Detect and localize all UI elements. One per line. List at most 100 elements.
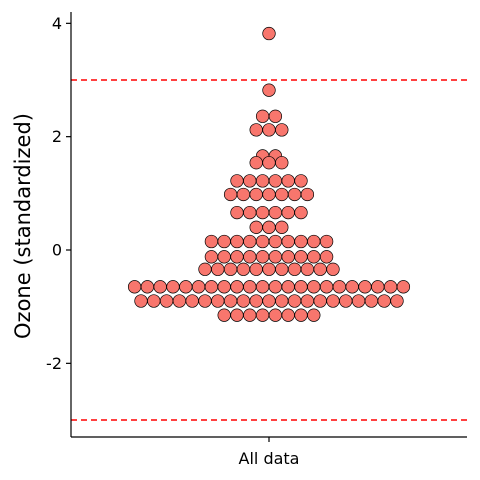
data-point: [294, 280, 308, 294]
data-point: [345, 280, 359, 294]
data-point: [281, 280, 295, 294]
data-point: [159, 294, 174, 308]
data-point: [268, 205, 283, 220]
data-point: [249, 123, 263, 137]
data-point: [268, 250, 283, 264]
data-point: [204, 234, 219, 249]
data-point: [140, 280, 155, 294]
data-point: [262, 220, 276, 234]
data-point: [166, 280, 180, 294]
data-point: [185, 294, 199, 308]
data-point: [281, 250, 295, 264]
data-point: [300, 262, 315, 276]
data-point: [313, 262, 327, 276]
data-point: [281, 234, 295, 249]
data-point: [230, 205, 244, 220]
data-point: [396, 280, 411, 294]
dots: [127, 26, 411, 322]
data-point: [319, 250, 334, 264]
x-axis-ticks: All data: [239, 437, 300, 468]
data-point: [377, 294, 391, 308]
data-point: [243, 205, 257, 220]
data-point: [351, 294, 366, 308]
data-point: [383, 280, 398, 294]
data-point: [217, 280, 231, 294]
y-tick-label: 0: [52, 241, 62, 260]
data-point: [262, 26, 276, 41]
data-point: [249, 187, 263, 202]
data-point: [134, 294, 148, 308]
data-point: [230, 250, 244, 264]
data-point: [262, 262, 276, 276]
data-point: [262, 83, 276, 97]
x-tick-label: All data: [239, 449, 300, 468]
data-point: [236, 262, 251, 276]
data-point: [243, 280, 257, 294]
data-point: [255, 308, 270, 322]
data-point: [307, 250, 321, 264]
data-point: [307, 280, 321, 294]
data-point: [236, 187, 251, 202]
data-point: [300, 294, 315, 308]
data-point: [275, 156, 289, 170]
data-point: [198, 294, 212, 308]
data-point: [217, 308, 231, 322]
data-point: [249, 262, 263, 276]
data-point: [281, 174, 295, 188]
data-point: [243, 308, 257, 322]
y-tick-label: 4: [52, 14, 62, 33]
data-point: [300, 187, 315, 202]
data-point: [319, 234, 334, 249]
data-point: [249, 156, 263, 170]
data-point: [211, 294, 225, 308]
data-point: [358, 280, 372, 294]
data-point: [319, 280, 334, 294]
data-point: [262, 156, 276, 170]
data-point: [255, 250, 270, 264]
data-point: [294, 250, 308, 264]
data-point: [294, 234, 308, 249]
data-point: [204, 250, 219, 264]
data-point: [236, 294, 251, 308]
data-point: [153, 280, 167, 294]
data-point: [307, 308, 321, 322]
data-point: [294, 308, 308, 322]
data-point: [281, 308, 295, 322]
data-point: [262, 187, 276, 202]
data-point: [294, 205, 308, 220]
data-point: [255, 234, 270, 249]
data-point: [223, 294, 238, 308]
data-point: [243, 234, 257, 249]
data-point: [268, 174, 283, 188]
data-point: [191, 280, 206, 294]
data-point: [198, 262, 212, 276]
data-point: [249, 220, 263, 234]
data-point: [268, 109, 283, 123]
data-point: [287, 187, 302, 202]
data-point: [255, 205, 270, 220]
data-point: [287, 262, 302, 276]
y-axis-ticks: -2 0 2 4: [46, 14, 71, 373]
y-tick-label: -2: [46, 354, 62, 373]
data-point: [127, 280, 142, 294]
data-point: [313, 294, 327, 308]
data-point: [255, 174, 270, 188]
data-point: [371, 280, 385, 294]
data-point: [364, 294, 379, 308]
data-point: [243, 250, 257, 264]
data-point: [332, 280, 347, 294]
data-point: [204, 280, 219, 294]
data-point: [275, 262, 289, 276]
y-axis-title: Ozone (standardized): [11, 113, 35, 339]
data-point: [147, 294, 161, 308]
data-point: [281, 205, 295, 220]
data-point: [255, 109, 270, 123]
data-point: [326, 262, 340, 276]
data-point: [275, 220, 289, 234]
data-point: [172, 294, 187, 308]
data-point: [211, 262, 225, 276]
data-point: [268, 280, 283, 294]
data-point: [217, 234, 231, 249]
data-point: [307, 234, 321, 249]
